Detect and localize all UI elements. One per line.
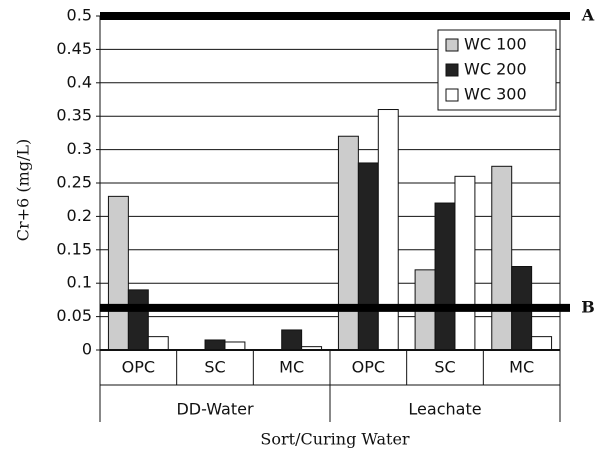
- legend-label: WC 200: [464, 60, 527, 79]
- x-tick-label: MC: [279, 358, 304, 377]
- bar: [224, 341, 246, 351]
- y-axis-label: Cr+6 (mg/L): [14, 139, 33, 241]
- y-tick-label: 0.35: [56, 106, 92, 125]
- bar: [281, 329, 303, 351]
- bar: [454, 175, 476, 351]
- group-label: Leachate: [408, 400, 481, 419]
- legend-swatch: [445, 63, 459, 77]
- bar: [204, 339, 226, 351]
- group-label: DD-Water: [176, 400, 253, 419]
- x-tick-label: MC: [509, 358, 534, 377]
- legend-swatch: [445, 88, 459, 102]
- y-tick-label: 0: [82, 340, 92, 359]
- x-tick-label: SC: [204, 358, 225, 377]
- bar: [147, 336, 169, 351]
- x-tick-label: OPC: [352, 358, 385, 377]
- bar: [127, 289, 149, 351]
- x-axis-label: Sort/Curing Water: [260, 430, 410, 449]
- y-tick-label: 0.45: [56, 39, 92, 58]
- legend-label: WC 100: [464, 35, 527, 54]
- legend-swatch: [445, 38, 459, 52]
- bar: [491, 165, 513, 351]
- y-tick-label: 0.4: [67, 72, 92, 91]
- x-tick-label: OPC: [122, 358, 155, 377]
- y-tick-label: 0.1: [67, 273, 92, 292]
- y-tick-label: 0.3: [67, 139, 92, 158]
- bar: [377, 109, 399, 351]
- y-tick-label: 0.5: [67, 6, 92, 25]
- y-tick-label: 0.2: [67, 206, 92, 225]
- reference-label: A: [581, 6, 595, 25]
- bar: [531, 336, 553, 351]
- y-tick-label: 0.15: [56, 239, 92, 258]
- x-tick-label: SC: [434, 358, 455, 377]
- bar: [337, 135, 359, 351]
- bar: [107, 195, 129, 351]
- legend-label: WC 300: [464, 85, 527, 104]
- bar: [357, 162, 379, 351]
- bar: [434, 202, 456, 351]
- reference-label: B: [581, 297, 595, 316]
- y-tick-label: 0.25: [56, 173, 92, 192]
- y-tick-label: 0.05: [56, 306, 92, 325]
